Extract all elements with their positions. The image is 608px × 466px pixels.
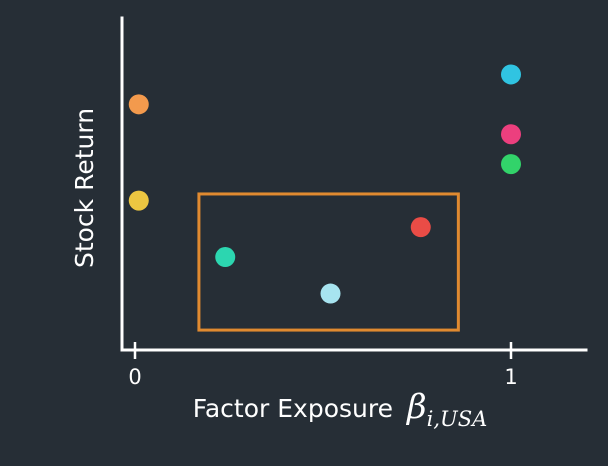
data-point [320, 283, 341, 304]
data-point [215, 247, 236, 268]
data-point [128, 94, 149, 115]
beta-subscript: i,USA [427, 407, 488, 431]
x-axis-symbol: βi,USA [405, 387, 487, 431]
data-point [128, 190, 149, 211]
data-points [128, 64, 521, 304]
data-point [501, 64, 521, 85]
y-axis-label: Stock Return [70, 108, 99, 268]
data-point [501, 124, 521, 145]
x-axis-label: Factor Exposure [193, 394, 393, 423]
x-tick-label: 1 [504, 365, 517, 389]
data-point [501, 154, 521, 175]
beta-symbol: β [405, 387, 427, 427]
x-tick-label: 0 [128, 365, 141, 389]
data-point [410, 217, 431, 238]
highlight-region-box [197, 192, 460, 332]
